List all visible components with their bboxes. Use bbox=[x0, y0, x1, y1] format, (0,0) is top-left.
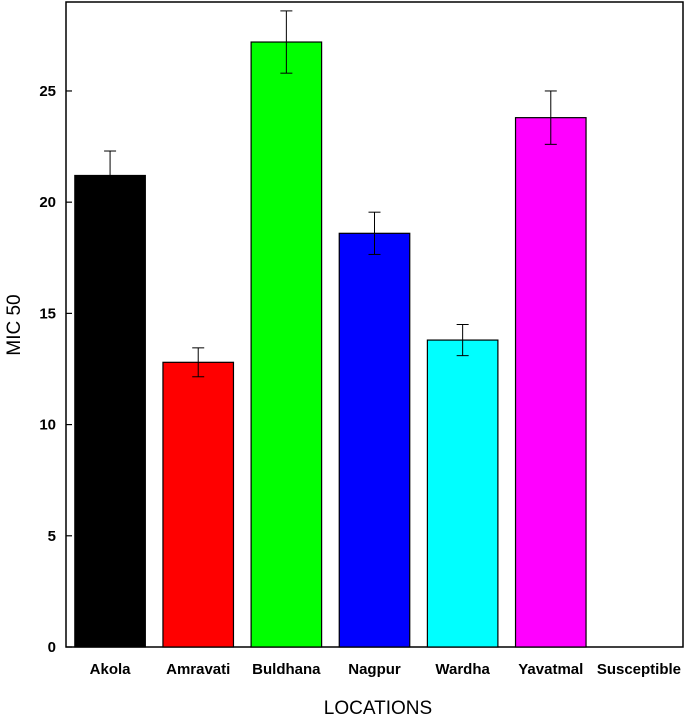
error-bar-amravati bbox=[192, 347, 205, 378]
y-tick-label: 0 bbox=[48, 639, 56, 656]
y-tick-label: 10 bbox=[39, 417, 56, 434]
bars bbox=[74, 41, 587, 648]
error-bar-nagpur bbox=[368, 211, 381, 255]
y-tick-label: 15 bbox=[39, 305, 56, 322]
bar-yavatmal bbox=[514, 117, 587, 648]
x-tick-label: Nagpur bbox=[348, 661, 401, 678]
bar-amravati bbox=[162, 361, 235, 648]
bar-buldhana bbox=[250, 41, 323, 648]
y-tick-label: 20 bbox=[39, 194, 56, 211]
error-bar-buldhana bbox=[280, 10, 293, 74]
error-bar-akola bbox=[104, 150, 117, 201]
x-tick-label: Amravati bbox=[166, 661, 230, 678]
x-axis-title: LOCATIONS bbox=[324, 698, 432, 719]
error-bars bbox=[104, 10, 557, 378]
y-axis: 0 5 10 15 20 25 bbox=[39, 83, 72, 656]
bar-akola bbox=[74, 174, 146, 648]
y-tick-label: 5 bbox=[48, 528, 56, 545]
y-tick-label: 25 bbox=[39, 83, 56, 100]
y-axis-title: MIC 50 bbox=[4, 294, 25, 355]
x-tick-label: Yavatmal bbox=[518, 661, 583, 678]
bar-wardha bbox=[426, 339, 499, 648]
x-axis: Akola Amravati Buldhana Nagpur Wardha Yavatma… bbox=[90, 661, 681, 678]
error-bar-wardha bbox=[456, 324, 469, 357]
x-tick-label: Wardha bbox=[435, 661, 490, 678]
x-tick-label: Buldhana bbox=[252, 661, 321, 678]
error-bar-yavatmal bbox=[544, 90, 557, 145]
x-tick-label: Akola bbox=[90, 661, 132, 678]
bar-nagpur bbox=[338, 232, 411, 648]
x-tick-label: Susceptible bbox=[597, 661, 681, 678]
